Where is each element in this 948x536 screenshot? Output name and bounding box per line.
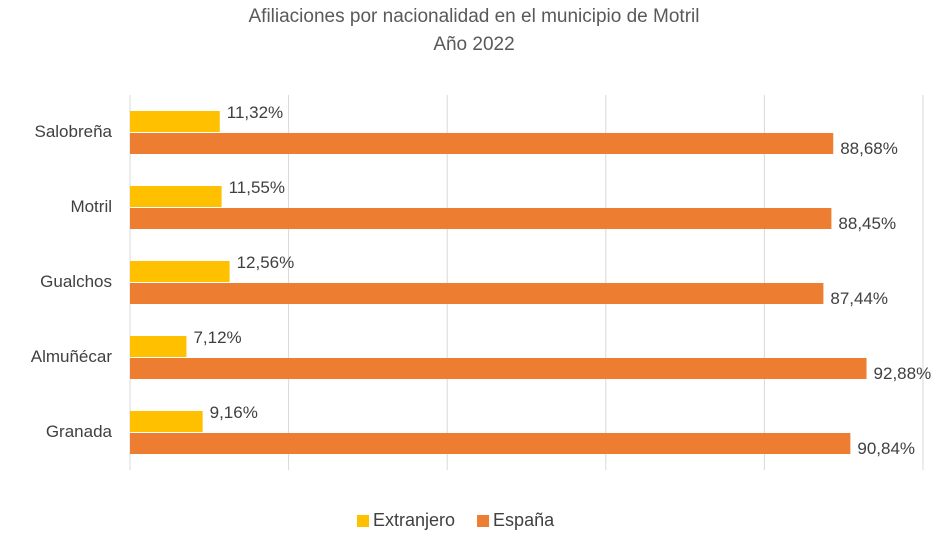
y-tick-label: Almuñécar	[31, 347, 113, 366]
legend-label: España	[493, 510, 555, 530]
bar	[130, 358, 867, 379]
data-label: 9,16%	[210, 403, 258, 422]
data-label: 12,56%	[237, 253, 295, 272]
y-tick-label: Granada	[46, 422, 113, 441]
data-label: 88,45%	[838, 214, 896, 233]
bar	[130, 208, 832, 229]
bar	[130, 133, 834, 154]
bar	[130, 336, 187, 357]
data-label: 11,55%	[229, 178, 285, 197]
bar	[130, 111, 220, 132]
data-label: 11,32%	[227, 103, 283, 122]
legend-swatch	[357, 515, 369, 527]
y-tick-label: Motril	[70, 197, 112, 216]
chart-title: Afiliaciones por nacionalidad en el muni…	[249, 6, 700, 27]
legend-swatch	[477, 515, 490, 527]
data-label: 88,68%	[840, 139, 898, 158]
bar	[130, 186, 222, 207]
data-label: 90,84%	[857, 439, 915, 458]
data-label: 92,88%	[874, 364, 932, 383]
chart-subtitle: Año 2022	[433, 34, 514, 55]
data-label: 87,44%	[830, 289, 888, 308]
bar	[130, 283, 824, 304]
bar	[130, 433, 851, 454]
y-tick-label: Gualchos	[40, 272, 112, 291]
bar	[130, 411, 203, 432]
y-tick-label: Salobreña	[34, 122, 112, 141]
data-label: 7,12%	[193, 328, 241, 347]
legend-label: Extranjero	[373, 510, 455, 530]
bar	[130, 261, 230, 282]
